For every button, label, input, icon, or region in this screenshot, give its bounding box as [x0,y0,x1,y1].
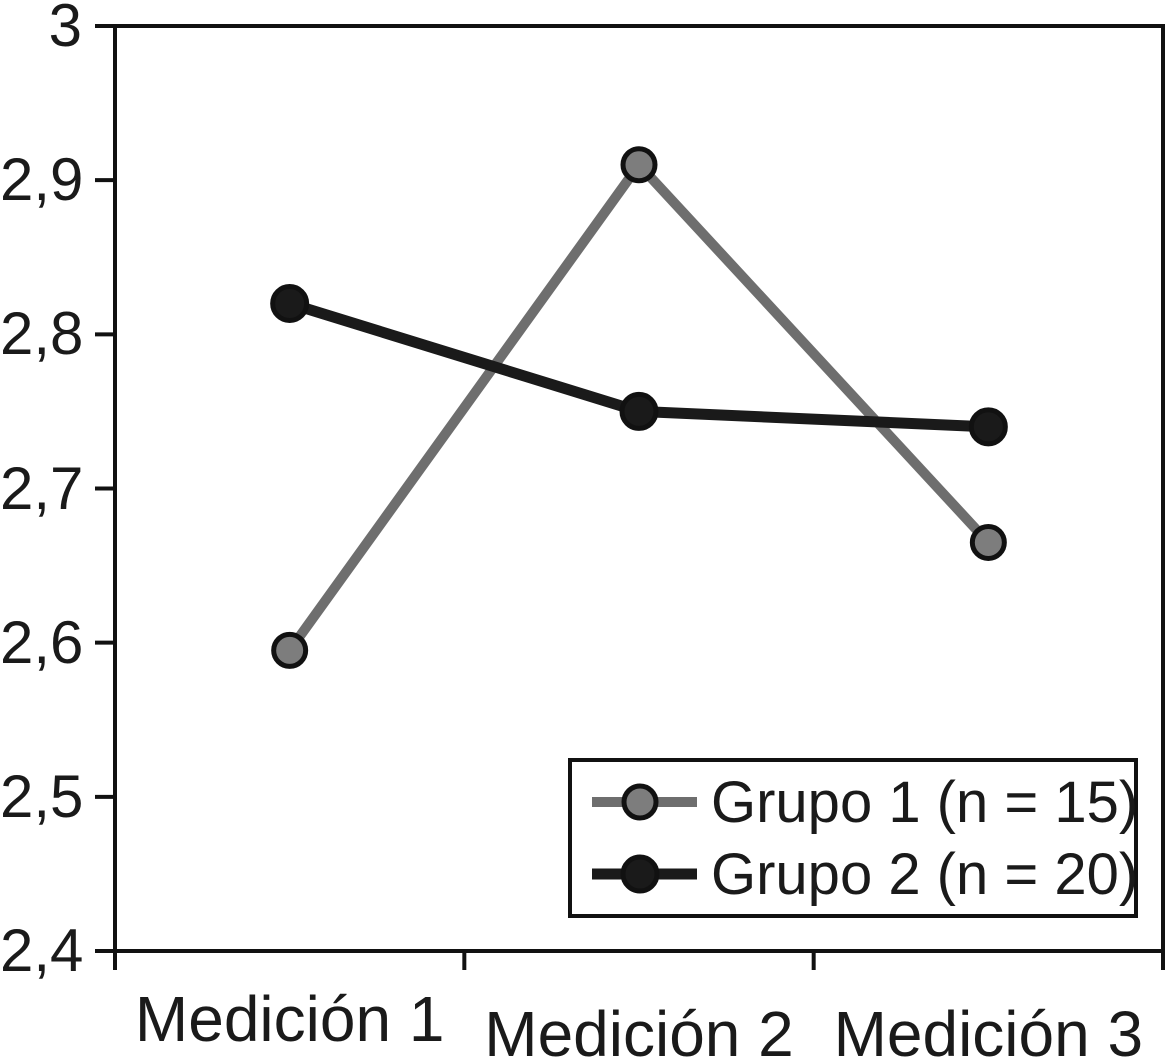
y-tick-label: 2,9 [0,146,84,214]
data-point-marker [271,631,309,669]
y-tick-label: 2,4 [0,917,84,984]
line-marker-swatch-icon [592,783,697,821]
x-category-label: Medición 2 [484,998,794,1060]
legend: Grupo 1 (n = 15) Grupo 2 (n = 20) [568,758,1138,918]
y-tick-label: 2,7 [0,454,84,522]
legend-item-grupo-2: Grupo 2 (n = 20) [592,838,1138,910]
y-tick-label: 3 [48,0,82,59]
x-category-label: Medición 1 [134,983,445,1055]
data-point-marker [270,284,310,323]
legend-label-grupo-1: Grupo 1 (n = 15) [711,769,1139,835]
y-tick-label: 2,8 [0,300,84,368]
legend-label-grupo-2: Grupo 2 (n = 20) [711,841,1139,907]
data-point-marker [969,523,1007,561]
data-point-marker [968,407,1008,447]
x-category-label: Medición 3 [833,998,1144,1060]
data-point-marker [619,391,659,431]
line-marker-swatch-icon [592,854,697,894]
y-tick-label: 2,5 [0,762,84,830]
legend-item-grupo-1: Grupo 1 (n = 15) [592,766,1138,838]
y-tick-label: 2,6 [0,608,84,676]
data-point-marker [620,146,658,184]
